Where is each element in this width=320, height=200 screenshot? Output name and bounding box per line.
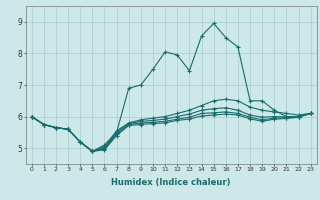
X-axis label: Humidex (Indice chaleur): Humidex (Indice chaleur) [111, 178, 231, 187]
